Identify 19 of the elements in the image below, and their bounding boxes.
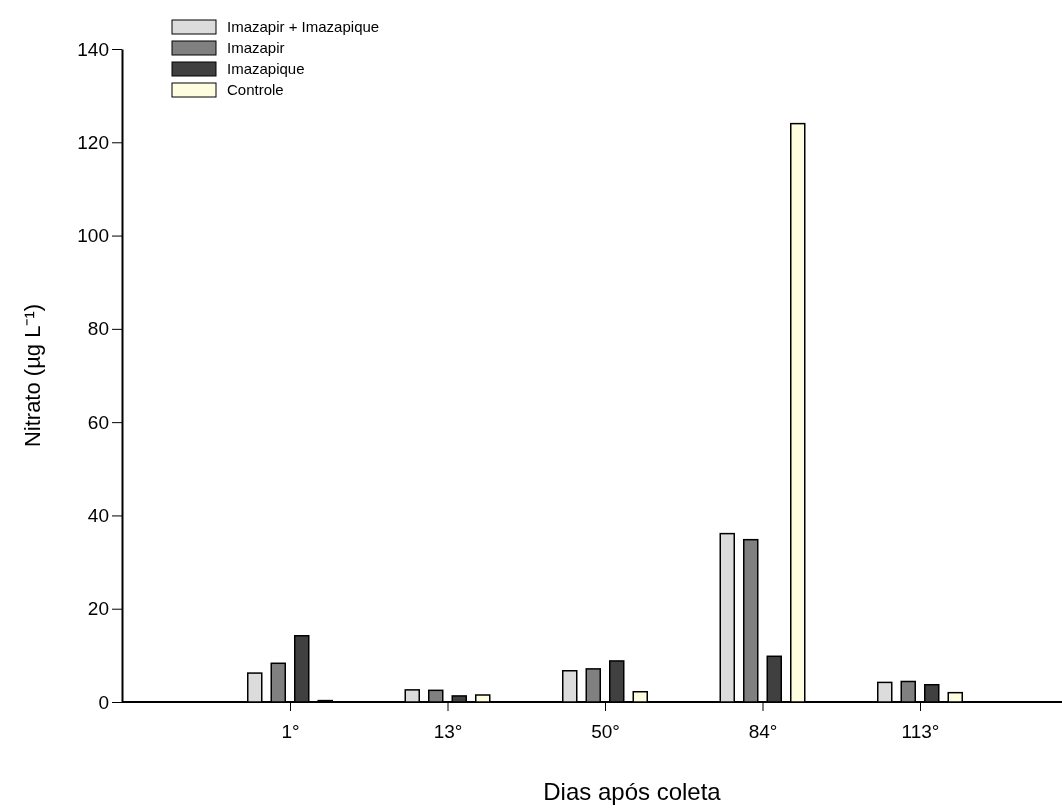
y-tick-label: 20	[87, 598, 109, 620]
y-tick-label: 80	[87, 318, 109, 340]
x-tick-label: 13°	[433, 721, 463, 743]
y-tick-label: 60	[87, 411, 109, 433]
x-tick-label: 50°	[591, 721, 620, 743]
legend-label: Imazapir + Imazapique	[227, 18, 380, 35]
y-tick-label: 120	[77, 131, 109, 153]
legend-label: Controle	[227, 81, 284, 98]
x-tick-label: 1°	[281, 721, 300, 743]
legend-label: Imazapir	[227, 39, 285, 56]
x-axis-title: Dias após coleta	[543, 778, 722, 805]
y-tick-label: 140	[77, 38, 109, 60]
x-tick-label: 113°	[901, 721, 940, 743]
legend-label: Imazapique	[227, 60, 305, 77]
x-tick-label: 84°	[748, 721, 778, 743]
y-tick-label: 0	[98, 691, 109, 713]
y-axis-title: Nitrato (µg L⁻¹)	[20, 303, 45, 448]
y-tick-label: 100	[77, 225, 109, 247]
y-tick-label: 40	[87, 505, 109, 527]
